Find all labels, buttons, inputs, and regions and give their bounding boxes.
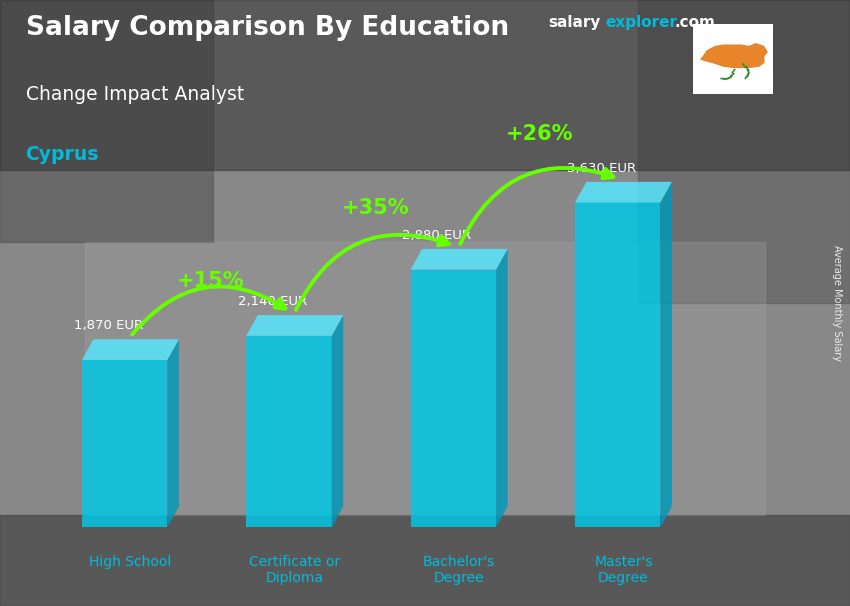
Text: Change Impact Analyst: Change Impact Analyst [26, 85, 244, 104]
Polygon shape [332, 315, 343, 527]
Polygon shape [167, 339, 178, 527]
Text: Salary Comparison By Education: Salary Comparison By Education [26, 15, 508, 41]
Polygon shape [660, 182, 672, 527]
Text: explorer: explorer [605, 15, 677, 30]
Text: salary: salary [548, 15, 601, 30]
Bar [0, 0, 850, 170]
Polygon shape [575, 202, 660, 527]
Bar [0, 0, 212, 242]
Text: 2,880 EUR: 2,880 EUR [402, 228, 472, 242]
Polygon shape [82, 360, 167, 527]
Polygon shape [246, 315, 343, 336]
Text: +35%: +35% [342, 198, 409, 218]
Bar [85, 242, 765, 515]
Text: +26%: +26% [506, 124, 574, 144]
Text: .com: .com [675, 15, 716, 30]
Text: 1,870 EUR: 1,870 EUR [74, 319, 143, 332]
Text: Certificate or
Diploma: Certificate or Diploma [249, 555, 340, 585]
Polygon shape [411, 270, 496, 527]
Text: Bachelor's
Degree: Bachelor's Degree [423, 555, 496, 585]
Bar [638, 0, 850, 303]
Polygon shape [411, 249, 507, 270]
Bar [0, 515, 850, 606]
Text: +15%: +15% [177, 271, 245, 291]
Polygon shape [749, 44, 767, 56]
Text: Cyprus: Cyprus [26, 145, 99, 164]
Text: 3,630 EUR: 3,630 EUR [567, 162, 636, 175]
Polygon shape [575, 182, 672, 202]
Polygon shape [496, 249, 507, 527]
Text: 2,140 EUR: 2,140 EUR [238, 295, 307, 308]
Text: Average Monthly Salary: Average Monthly Salary [832, 245, 842, 361]
Polygon shape [700, 45, 764, 67]
Text: High School: High School [89, 555, 172, 569]
Polygon shape [246, 336, 332, 527]
Text: Master's
Degree: Master's Degree [594, 555, 653, 585]
Polygon shape [82, 339, 178, 360]
